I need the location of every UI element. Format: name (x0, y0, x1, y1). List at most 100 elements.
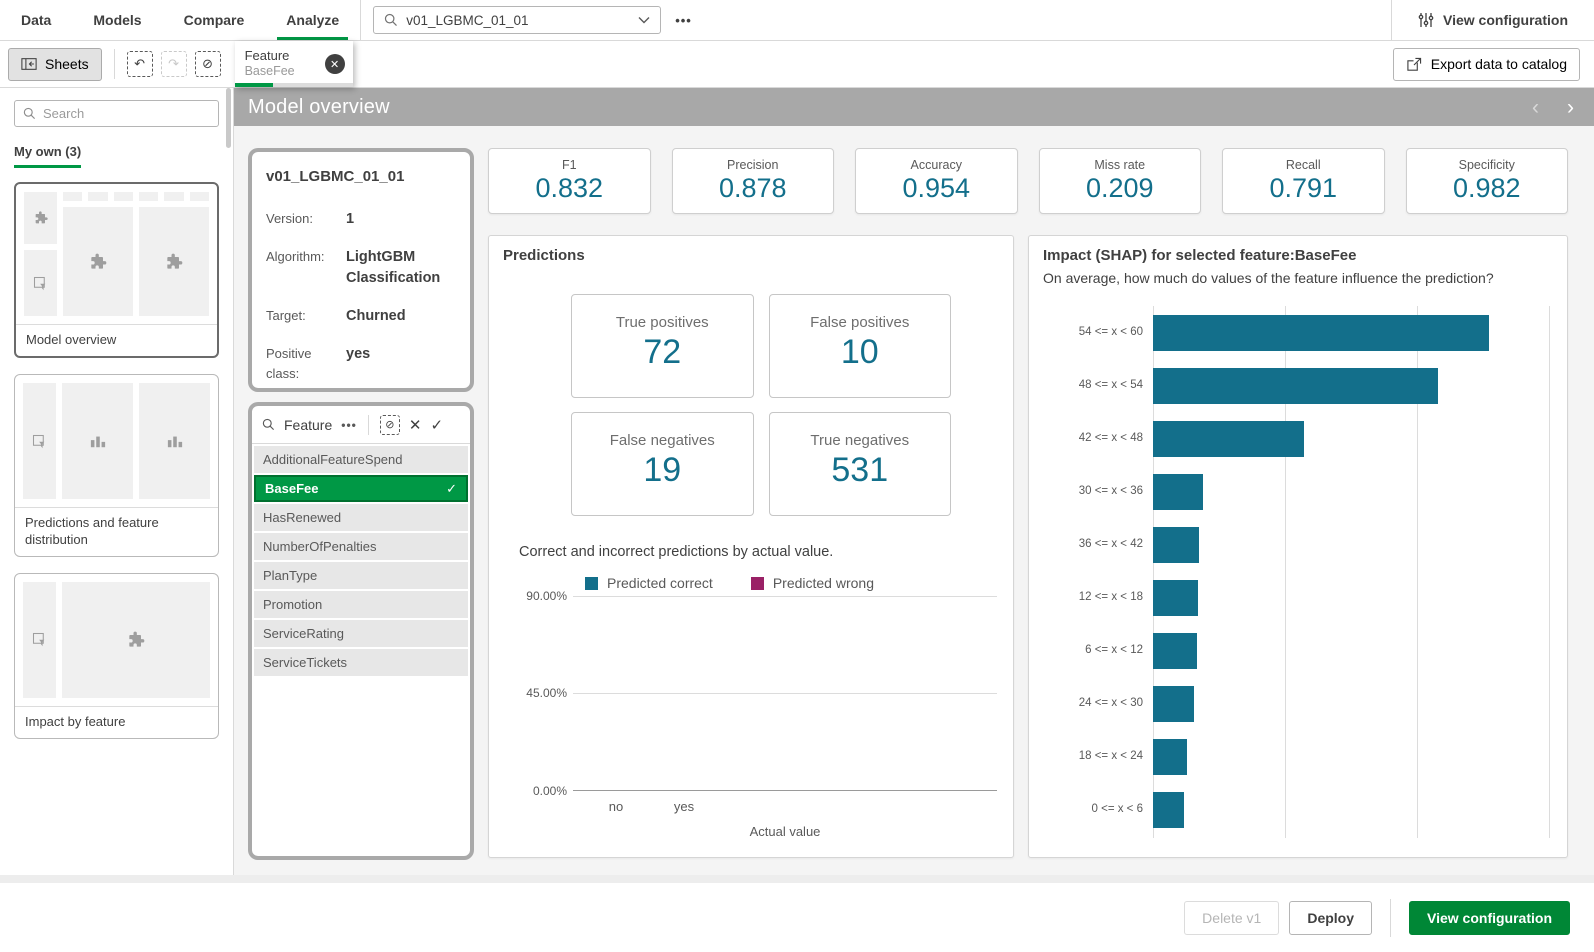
nav-tab[interactable]: Analyze (265, 0, 360, 40)
listbox-item[interactable]: AdditionalFeatureSpend ✓ (254, 446, 468, 473)
shap-bar[interactable] (1153, 739, 1187, 775)
shap-row (1153, 465, 1553, 518)
listbox-item[interactable]: PlanType ✓ (254, 562, 468, 589)
model-info-row: Algorithm: LightGBM Classification (266, 247, 456, 289)
sliders-icon (1418, 12, 1434, 28)
sidebar-scrollbar[interactable] (226, 88, 231, 148)
metric-value: 0.982 (1407, 173, 1568, 204)
search-icon[interactable] (262, 418, 275, 431)
sheet-search-input[interactable] (43, 106, 193, 121)
view-configuration-label: View configuration (1443, 12, 1568, 28)
listbox-item-label: AdditionalFeatureSpend (263, 452, 403, 467)
puzzle-icon (33, 210, 49, 226)
nav-tab[interactable]: Models (72, 0, 162, 40)
export-data-button[interactable]: Export data to catalog (1393, 48, 1580, 81)
confusion-cell-value: 19 (572, 451, 753, 490)
deploy-button[interactable]: Deploy (1289, 901, 1372, 935)
shap-bar[interactable] (1153, 527, 1199, 563)
sheet-card-impact-by-feature[interactable]: Impact by feature (14, 573, 219, 739)
model-info-label: Algorithm: (266, 247, 346, 289)
shap-bar[interactable] (1153, 580, 1198, 616)
listbox-item-label: HasRenewed (263, 510, 341, 525)
shap-bar[interactable] (1153, 421, 1304, 457)
y-axis-tick: 0.00% (505, 784, 567, 798)
puzzle-icon (126, 630, 146, 650)
nav-tab[interactable]: Compare (163, 0, 266, 40)
metric-card: Recall 0.791 (1222, 148, 1385, 214)
sheet-card-title: Predictions and feature distribution (15, 507, 218, 556)
legend-item-wrong[interactable]: Predicted wrong (751, 575, 874, 591)
selection-chip-close-icon[interactable]: ✕ (325, 54, 345, 74)
shap-category-label: 12 <= x < 18 (1037, 571, 1143, 624)
selection-chip-feature[interactable]: Feature BaseFee ✕ (235, 41, 353, 87)
listbox-item[interactable]: HasRenewed ✓ (254, 504, 468, 531)
nav-tab-label: Compare (184, 12, 245, 28)
shap-bar[interactable] (1153, 315, 1489, 351)
listbox-more-menu-icon[interactable]: ••• (341, 418, 357, 432)
shap-subtitle: On average, how much do values of the fe… (1043, 270, 1494, 286)
confusion-cell: False positives 10 (769, 294, 952, 398)
confusion-cell-label: True negatives (770, 432, 951, 449)
view-configuration-button[interactable]: View configuration (1409, 901, 1570, 935)
next-sheet-icon[interactable]: › (1567, 97, 1574, 118)
step-back-selection-icon[interactable]: ↶ (127, 51, 153, 77)
selection-history-controls: ↶ ↷ ⊘ (127, 51, 221, 77)
model-selector-dropdown[interactable]: v01_LGBMC_01_01 (373, 6, 661, 34)
legend-item-correct[interactable]: Predicted correct (585, 575, 713, 591)
confirm-selection-icon[interactable]: ✓ (430, 416, 443, 434)
tab-my-own[interactable]: My own (3) (14, 144, 81, 168)
listbox-item[interactable]: ServiceRating ✓ (254, 620, 468, 647)
bar-chart-icon (89, 433, 107, 449)
listbox-item[interactable]: Promotion ✓ (254, 591, 468, 618)
sheet-card-model-overview[interactable]: Model overview (14, 182, 219, 358)
sheets-toggle-button[interactable]: Sheets (8, 48, 102, 81)
shap-category-label: 54 <= x < 60 (1037, 306, 1143, 359)
shap-category-label: 24 <= x < 30 (1037, 677, 1143, 730)
metric-card: Precision 0.878 (672, 148, 835, 214)
shap-row (1153, 677, 1553, 730)
shap-bar[interactable] (1153, 633, 1197, 669)
listbox-item[interactable]: NumberOfPenalties ✓ (254, 533, 468, 560)
sheet-content: Model overview ‹ › v01_LGBMC_01_01 (234, 88, 1594, 875)
metric-cards-row: F1 0.832 Precision 0.878 Accuracy 0.954 (488, 148, 1568, 214)
confusion-cell-value: 72 (572, 333, 753, 372)
metric-label: Recall (1223, 158, 1384, 172)
sheet-card-predictions-distribution[interactable]: Predictions and feature distribution (14, 374, 219, 557)
view-configuration-button-top[interactable]: View configuration (1391, 0, 1594, 40)
shap-bar[interactable] (1153, 686, 1194, 722)
listbox-item[interactable]: BaseFee ✓ (254, 475, 468, 502)
app-root: Data Models Compare Analyze v01_LGBMC_01 (0, 0, 1594, 952)
shap-row (1153, 518, 1553, 571)
listbox-items: AdditionalFeatureSpend ✓ BaseFee ✓ HasRe… (252, 444, 470, 680)
shap-bar[interactable] (1153, 792, 1184, 828)
model-info-value: 1 (346, 209, 456, 230)
sheet-search-box[interactable] (14, 100, 219, 127)
metric-value: 0.209 (1040, 173, 1201, 204)
delete-version-button[interactable]: Delete v1 (1184, 901, 1279, 935)
cancel-selection-icon[interactable]: ✕ (409, 416, 422, 434)
nav-tab[interactable]: Data (0, 0, 72, 40)
nav-tab-label: Data (21, 12, 51, 28)
x-axis-title: Actual value (573, 824, 997, 839)
chevron-down-icon (638, 16, 650, 24)
model-more-menu-button[interactable]: ••• (675, 13, 692, 28)
sheet-toolbar: Sheets ↶ ↷ ⊘ Feature BaseFee ✕ Export da… (0, 41, 1594, 88)
shap-row (1153, 624, 1553, 677)
previous-sheet-icon[interactable]: ‹ (1532, 97, 1539, 118)
listbox-header: Feature ••• ⊘ ✕ ✓ (252, 406, 470, 444)
shap-bar[interactable] (1153, 368, 1438, 404)
clear-selections-icon[interactable]: ⊘ (195, 51, 221, 77)
shap-bar[interactable] (1153, 474, 1203, 510)
y-axis-tick: 45.00% (505, 686, 567, 700)
listbox-title: Feature (284, 417, 332, 433)
step-forward-selection-icon[interactable]: ↷ (161, 51, 187, 77)
search-icon (384, 13, 398, 27)
bar-chart-icon (166, 433, 184, 449)
top-navigation-bar: Data Models Compare Analyze v01_LGBMC_01 (0, 0, 1594, 41)
clear-selection-icon[interactable]: ⊘ (380, 415, 400, 435)
shap-category-label: 30 <= x < 36 (1037, 465, 1143, 518)
shap-row (1153, 359, 1553, 412)
listbox-item[interactable]: ServiceTickets ✓ (254, 649, 468, 676)
sheet-card-title: Impact by feature (15, 706, 218, 738)
model-info-row: Positive class: yes (266, 344, 456, 384)
